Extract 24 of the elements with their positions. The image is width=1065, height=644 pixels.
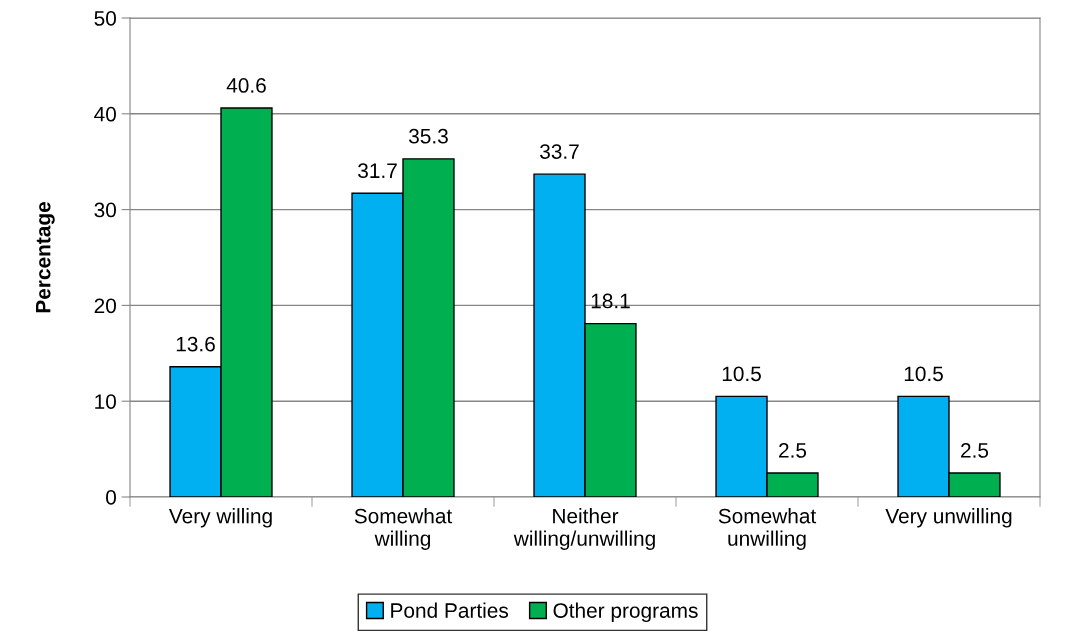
- y-tick-label: 30: [94, 202, 116, 218]
- x-tick-label: Somewhat unwilling: [718, 508, 817, 550]
- data-label: 2.5: [779, 443, 807, 458]
- data-label: 40.6: [226, 78, 266, 93]
- y-tick-label: 10: [95, 394, 116, 409]
- legend-label: Other programs: [553, 602, 698, 623]
- y-axis-title: Percentage: [36, 202, 55, 313]
- data-label: 35.3: [409, 128, 448, 144]
- data-label: 33.7: [540, 144, 579, 159]
- x-tick-label: Very willing: [168, 508, 272, 528]
- data-label: 2.5: [961, 443, 989, 458]
- x-tick-label: Neither willing/unwilling: [513, 508, 655, 550]
- x-tick-label: Very unwilling: [885, 508, 1012, 528]
- y-tick-label: 20: [94, 298, 116, 314]
- data-label: 13.6: [176, 336, 215, 352]
- data-label: 18.1: [591, 293, 630, 309]
- legend-label: Pond Parties: [391, 602, 509, 618]
- y-tick-label: 40: [94, 106, 116, 122]
- y-tick-label: 50: [94, 11, 116, 26]
- data-label: 31.7: [358, 163, 397, 179]
- y-tick-label: 0: [106, 490, 116, 505]
- x-tick-label: Somewhat willing: [354, 508, 453, 550]
- data-label: 10.5: [722, 366, 761, 382]
- data-label: 10.5: [904, 366, 943, 382]
